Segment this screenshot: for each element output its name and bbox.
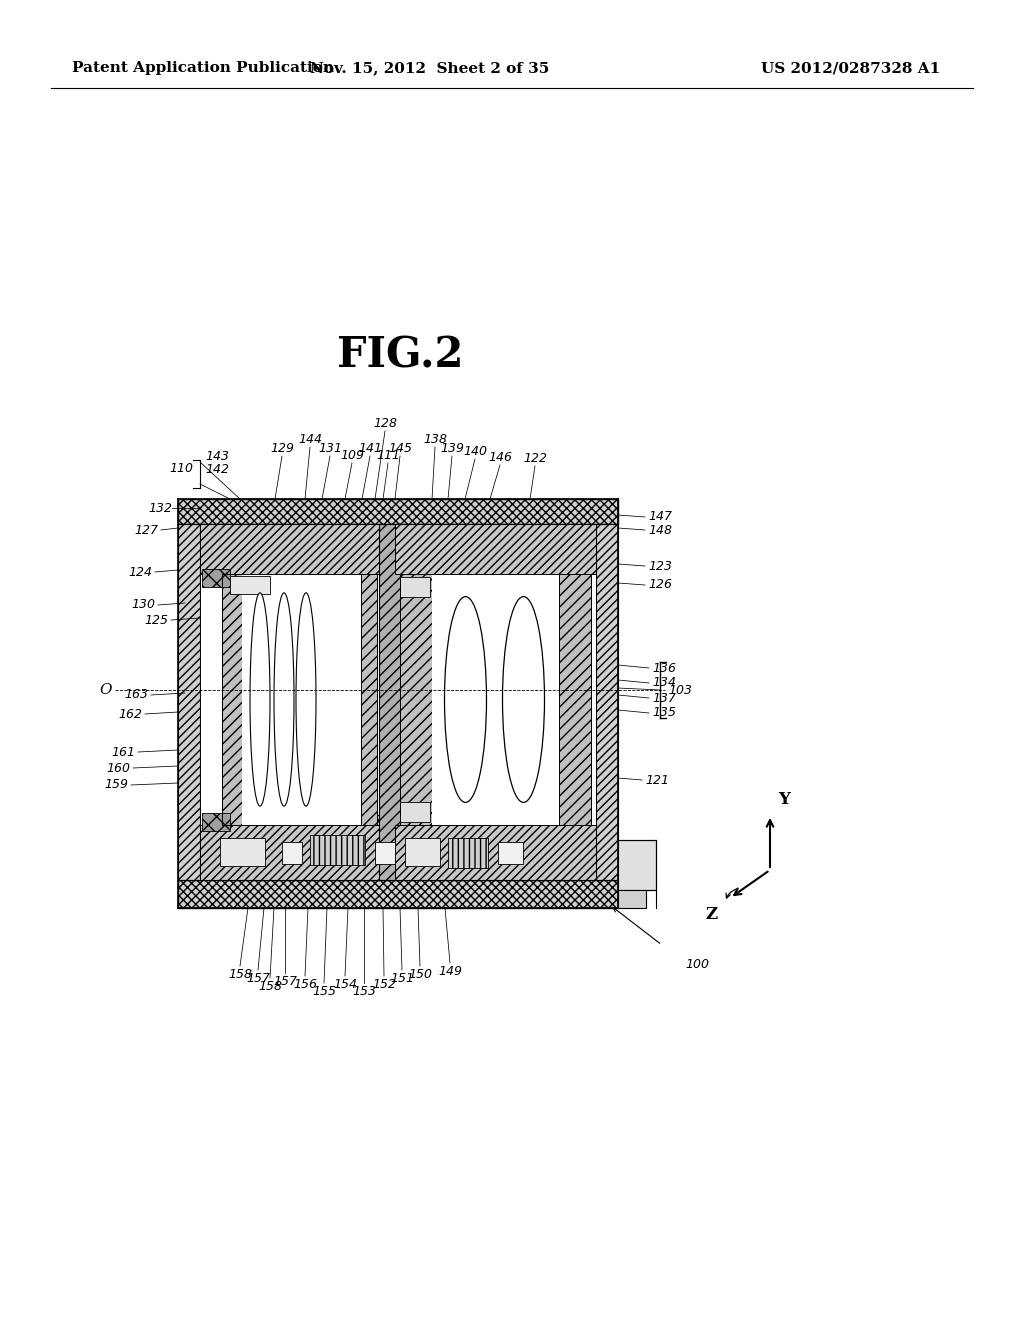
Text: O: O (99, 682, 112, 697)
Bar (375, 842, 395, 865)
Text: 145: 145 (388, 442, 412, 455)
Text: Patent Application Publication: Patent Application Publication (72, 61, 334, 75)
Text: Y: Y (778, 791, 790, 808)
Bar (220, 838, 265, 866)
Bar (222, 574, 242, 825)
Bar (282, 842, 302, 865)
Ellipse shape (444, 597, 486, 803)
Text: 122: 122 (523, 451, 547, 465)
Text: 162: 162 (118, 708, 142, 721)
Text: FIG.2: FIG.2 (337, 334, 463, 376)
Bar (200, 825, 385, 880)
Bar (230, 576, 270, 594)
Bar (596, 524, 618, 880)
Bar (406, 838, 440, 866)
Bar (400, 574, 432, 825)
Text: Z: Z (706, 906, 718, 923)
Text: 155: 155 (312, 985, 336, 998)
Bar (498, 842, 523, 865)
Text: 153: 153 (352, 985, 376, 998)
Text: Nov. 15, 2012  Sheet 2 of 35: Nov. 15, 2012 Sheet 2 of 35 (310, 61, 550, 75)
Text: 136: 136 (652, 661, 676, 675)
Text: 156: 156 (293, 978, 317, 991)
Text: 142: 142 (205, 463, 229, 477)
Text: 154: 154 (333, 978, 357, 991)
Bar (395, 524, 596, 880)
Text: 139: 139 (440, 442, 464, 455)
Text: 129: 129 (270, 442, 294, 455)
Text: 131: 131 (318, 442, 342, 455)
Text: 123: 123 (648, 560, 672, 573)
Text: 146: 146 (488, 451, 512, 465)
Text: 130: 130 (131, 598, 155, 611)
Text: 134: 134 (652, 676, 676, 689)
Bar (200, 524, 385, 574)
Bar (178, 524, 200, 880)
Bar (449, 838, 488, 869)
Bar (361, 574, 377, 825)
Text: US 2012/0287328 A1: US 2012/0287328 A1 (761, 61, 940, 75)
Bar (202, 569, 230, 587)
Text: 149: 149 (438, 965, 462, 978)
Text: 127: 127 (134, 524, 158, 536)
Bar (559, 574, 591, 825)
Text: 160: 160 (106, 762, 130, 775)
Text: 128: 128 (373, 417, 397, 430)
Text: 150: 150 (408, 968, 432, 981)
Text: 143: 143 (205, 450, 229, 463)
Bar (242, 574, 361, 825)
Text: 147: 147 (648, 511, 672, 524)
Text: 126: 126 (648, 578, 672, 591)
Text: 137: 137 (652, 692, 676, 705)
Text: 151: 151 (390, 972, 414, 985)
Ellipse shape (296, 593, 316, 807)
Bar (432, 574, 559, 825)
Text: 135: 135 (652, 706, 676, 719)
Text: 152: 152 (372, 978, 396, 991)
Bar (202, 813, 230, 832)
Text: 132: 132 (148, 502, 172, 515)
Text: 109: 109 (340, 449, 364, 462)
Text: 125: 125 (144, 614, 168, 627)
Text: 163: 163 (124, 689, 148, 701)
Text: 144: 144 (298, 433, 322, 446)
Text: 124: 124 (128, 565, 152, 578)
Bar (618, 840, 656, 890)
Bar (178, 880, 618, 908)
Bar (310, 836, 365, 865)
Ellipse shape (274, 593, 294, 807)
Text: 157: 157 (273, 975, 297, 987)
Bar (395, 825, 596, 880)
Bar (379, 524, 401, 880)
Text: 140: 140 (463, 445, 487, 458)
Bar (395, 524, 596, 574)
Text: 103: 103 (668, 684, 692, 697)
Bar (400, 577, 430, 597)
Bar (618, 890, 646, 908)
Ellipse shape (250, 593, 270, 807)
Text: 100: 100 (685, 958, 709, 972)
Text: 111: 111 (376, 449, 400, 462)
Bar (178, 499, 618, 524)
Text: 121: 121 (645, 774, 669, 787)
Ellipse shape (503, 597, 545, 803)
Bar (400, 803, 430, 822)
Text: 158: 158 (258, 979, 282, 993)
Text: 157: 157 (246, 972, 270, 985)
Text: 161: 161 (111, 746, 135, 759)
Text: 158: 158 (228, 968, 252, 981)
Text: 138: 138 (423, 433, 447, 446)
Text: 110: 110 (169, 462, 193, 474)
Bar (210, 814, 590, 880)
Text: 141: 141 (358, 442, 382, 455)
Bar (200, 524, 385, 880)
Text: 148: 148 (648, 524, 672, 536)
Text: 159: 159 (104, 779, 128, 792)
